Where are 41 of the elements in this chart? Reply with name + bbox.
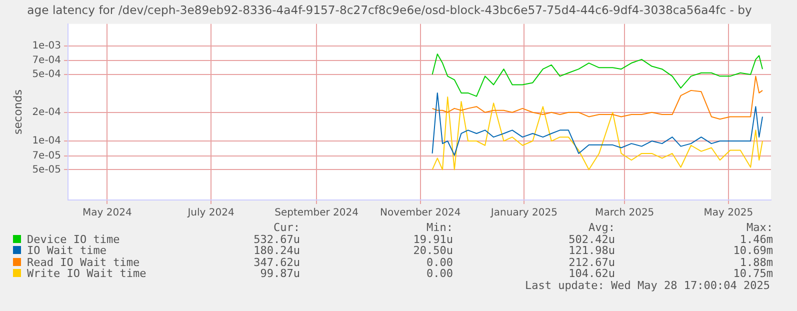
text: 532.67u — [252, 232, 300, 246]
text: 10.75m — [732, 267, 773, 280]
text: Cur: — [272, 221, 300, 234]
text: Min: — [426, 221, 453, 234]
y-tick-label: 2e-04 — [32, 106, 62, 118]
text: 347.62u — [252, 256, 300, 268]
x-tick-label: September 2024 — [274, 208, 358, 219]
legend-label: Device IO time — [27, 232, 120, 246]
text: Avg: — [588, 221, 615, 234]
text: 20.50u — [412, 244, 453, 257]
x-tick-label: May 2025 — [704, 208, 754, 219]
text: 502.42u — [568, 232, 615, 246]
legend-label: IO Wait time — [27, 244, 106, 257]
text: 99.87u — [259, 267, 300, 280]
x-tick-label: November 2024 — [380, 208, 461, 219]
y-axis-title: seconds — [11, 89, 24, 134]
text: 1.46m — [738, 232, 773, 246]
text: 0.00 — [426, 267, 453, 280]
legend-label: Write IO Wait time — [27, 267, 146, 280]
x-tick-label: January 2025 — [490, 208, 558, 219]
text: 121.98u — [568, 244, 615, 257]
x-tick-label: March 2025 — [595, 208, 654, 219]
text: 10.69m — [732, 244, 773, 257]
y-tick-label: 7e-05 — [32, 150, 62, 162]
text: 104.62u — [568, 267, 615, 280]
y-tick-label: 5e-05 — [32, 164, 62, 176]
text: 1.88m — [738, 256, 773, 268]
chart-title: age latency for /dev/ceph-3e89eb92-8336-4a4f-9157-8c27cf8c9e6e/osd-block-43bc6e57-75d4-44c6-9df4-3038ca56a4fc - by — [27, 2, 752, 17]
legend-label: Read IO Wait time — [27, 256, 140, 268]
x-tick-label: May 2024 — [82, 208, 132, 219]
y-tick-label: 7e-04 — [32, 55, 62, 66]
text: Max: — [746, 221, 773, 234]
y-tick-label: 5e-04 — [32, 69, 62, 80]
text: 212.67u — [568, 256, 615, 268]
text: 0.00 — [426, 256, 453, 268]
y-tick-label: 1e-03 — [32, 40, 62, 52]
text: 19.91u — [412, 232, 453, 246]
x-tick-label: July 2024 — [186, 208, 234, 219]
text: Last update: Wed May 28 17:00:04 2025 — [524, 278, 770, 292]
text: 180.24u — [252, 244, 300, 257]
y-tick-label: 1e-04 — [32, 136, 62, 147]
